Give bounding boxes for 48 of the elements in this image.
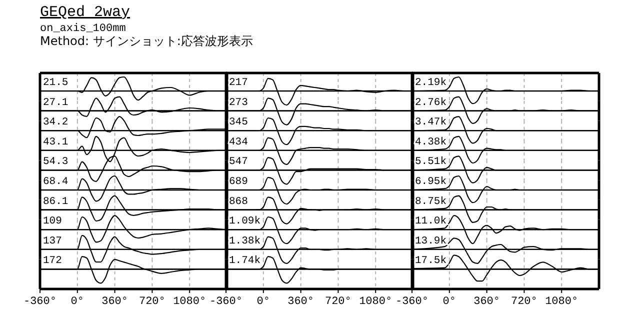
chart-title: 1.09k <box>229 216 261 228</box>
chart-title: 8.75k <box>415 196 447 208</box>
chart-title: 137 <box>43 235 62 248</box>
x-tick-label: 720° <box>510 296 538 308</box>
chart-title: 68.4 <box>43 176 68 188</box>
x-tick-label: 720° <box>138 296 166 308</box>
chart-title: 1.38k <box>229 235 261 248</box>
x-tick-label: 360° <box>288 296 314 308</box>
chart-title: 5.51k <box>415 156 447 168</box>
chart-title: 434 <box>229 136 248 148</box>
chart-title: 689 <box>229 176 248 188</box>
text: Method: サインショット:応答波形表示 <box>40 34 253 48</box>
chart-title: 6.95k <box>415 176 447 188</box>
chart-title: 11.0k <box>415 216 447 228</box>
x-tick-label: 720° <box>324 296 352 308</box>
chart-title: 547 <box>229 156 248 168</box>
x-tick-label: 360° <box>102 296 128 308</box>
chart-title: 172 <box>43 255 62 268</box>
chart-title: 21.5 <box>43 77 68 89</box>
chart-title: 868 <box>229 196 248 208</box>
x-tick-label: 0° <box>256 296 270 308</box>
x-tick-label: 1080° <box>173 296 206 308</box>
chart-title: 273 <box>229 96 248 109</box>
x-tick-label: 0° <box>70 296 84 308</box>
x-tick-label: -360° <box>209 296 243 308</box>
chart-title: 3.47k <box>415 116 447 129</box>
chart-title: 34.2 <box>43 116 68 129</box>
chart-title: 17.5k <box>415 255 447 268</box>
chart-title: 54.3 <box>43 156 68 168</box>
chart-title: 86.1 <box>43 196 68 208</box>
x-tick-label: 360° <box>474 296 500 308</box>
chart-title: 345 <box>229 116 248 129</box>
x-tick-label: 0° <box>442 296 456 308</box>
chart-title: 1.74k <box>229 255 261 268</box>
chart-title: 43.1 <box>43 136 68 148</box>
x-tick-label: 1080° <box>545 296 578 308</box>
chart-title: 109 <box>43 216 62 228</box>
chart-title: 2.76k <box>415 96 447 109</box>
chart-title: 217 <box>229 77 248 89</box>
chart-title: 4.38k <box>415 136 447 148</box>
x-tick-label: -360° <box>23 296 57 308</box>
text: GEQed 2way <box>40 4 130 21</box>
x-tick-label: 1080° <box>359 296 392 308</box>
chart-title: 2.19k <box>415 77 447 89</box>
chart-title: 13.9k <box>415 235 447 248</box>
chart-title: 27.1 <box>43 96 68 109</box>
x-tick-label: -360° <box>395 296 429 308</box>
text: on_axis_100mm <box>40 23 126 35</box>
